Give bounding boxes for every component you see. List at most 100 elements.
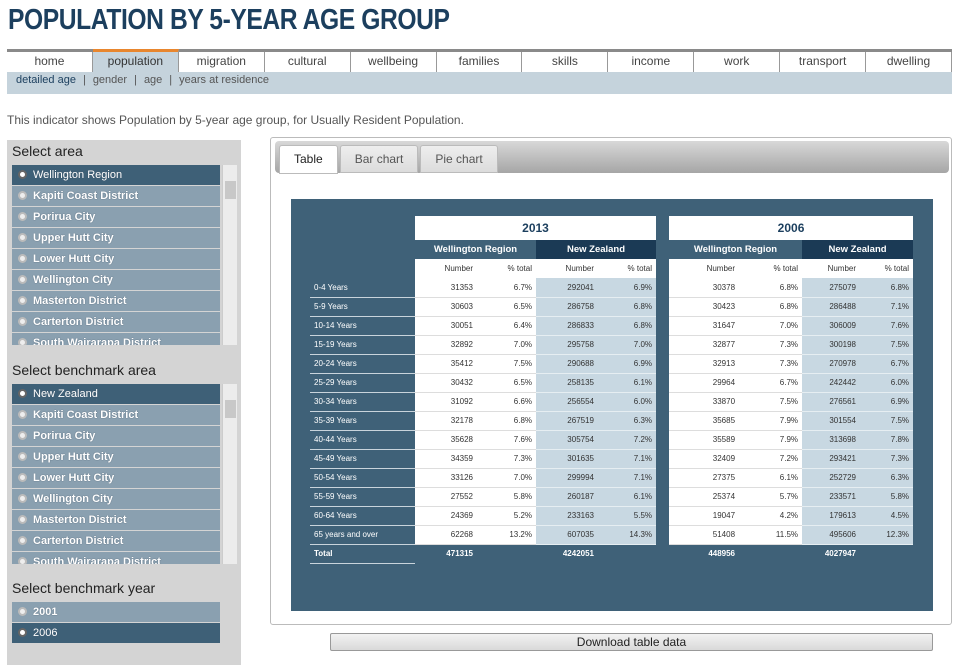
table-cell: 495606 [802,525,860,544]
radio-option[interactable]: Wellington Region [12,165,220,185]
radio-button[interactable] [18,607,27,616]
radio-button[interactable] [18,410,27,419]
table-cell: 6.0% [598,392,656,411]
year-header: 2006 [669,216,913,240]
panel-tab[interactable]: Bar chart [340,145,419,173]
radio-option[interactable]: Kapiti Coast District [12,186,220,206]
nav-tab[interactable]: population [93,49,179,72]
radio-option[interactable]: Carterton District [12,312,220,332]
radio-option[interactable]: Upper Hutt City [12,447,220,467]
nav-tab[interactable]: migration [179,52,265,72]
radio-button[interactable] [18,296,27,305]
table-cell: 7.0% [477,468,536,487]
table-cell: 32178 [415,411,477,430]
table-cell: 7.9% [739,430,802,449]
option-list: 20012006 [12,602,243,644]
radio-button[interactable] [18,494,27,503]
radio-option[interactable]: Wellington City [12,270,220,290]
radio-option[interactable]: South Wairarapa District [12,552,220,564]
radio-button[interactable] [18,628,27,637]
radio-button[interactable] [18,317,27,326]
row-label: 35-39 Years [310,411,415,430]
radio-option[interactable]: 2001 [12,602,220,622]
row-label: 20-24 Years [310,354,415,373]
radio-option[interactable]: South Wairarapa District [12,333,220,345]
scroll-thumb[interactable] [225,181,236,199]
radio-button[interactable] [18,275,27,284]
nav-tab[interactable]: cultural diveristy [265,52,351,72]
option-label: South Wairarapa District [33,337,161,345]
panel-tab[interactable]: Pie chart [420,145,497,173]
radio-button[interactable] [18,170,27,179]
separator: | [134,74,137,86]
table-cell: 7.5% [860,411,913,430]
radio-button[interactable] [18,212,27,221]
radio-option[interactable]: Lower Hutt City [12,468,220,488]
sub-tab[interactable]: years at residence [179,74,269,86]
table-cell: 6.1% [598,487,656,506]
table-cell: 6.1% [598,373,656,392]
download-button[interactable]: Download table data [330,633,933,651]
radio-button[interactable] [18,452,27,461]
scrollbar[interactable] [222,165,237,345]
row-label: 50-54 Years [310,468,415,487]
table-cell: 275079 [802,278,860,297]
table-cell: 179613 [802,506,860,525]
radio-option[interactable]: 2006 [12,623,220,643]
radio-option[interactable]: Porirua City [12,426,220,446]
total-cell: 471315 [415,544,477,563]
radio-button[interactable] [18,536,27,545]
panel-tab[interactable]: Table [279,145,338,174]
nav-tab[interactable]: work [694,52,780,72]
nav-tab[interactable]: transport [780,52,866,72]
radio-button[interactable] [18,557,27,564]
sub-tab[interactable]: age [144,74,162,86]
radio-button[interactable] [18,515,27,524]
radio-option[interactable]: Porirua City [12,207,220,227]
radio-button[interactable] [18,254,27,263]
table-cell: 6.8% [739,297,802,316]
nav-tab[interactable]: home [7,52,93,72]
radio-option[interactable]: Masterton District [12,291,220,311]
nav-tab[interactable]: families [437,52,523,72]
table-cell: 286833 [536,316,598,335]
radio-option[interactable]: New Zealand [12,384,220,404]
nav-tab[interactable]: skills [522,52,608,72]
table-cell: 267519 [536,411,598,430]
table-cell: 13.2% [477,525,536,544]
main-nav: homepopulationmigrationcultural diverist… [7,49,952,72]
sub-tab[interactable]: gender [93,74,127,86]
group-header: Wellington Region [415,240,536,259]
radio-button[interactable] [18,233,27,242]
column-header: % total [860,259,913,278]
table-cell: 62268 [415,525,477,544]
table-cell: 286758 [536,297,598,316]
table-cell: 35589 [669,430,739,449]
option-label: Carterton District [33,535,123,547]
table-cell: 299994 [536,468,598,487]
radio-button[interactable] [18,431,27,440]
scroll-thumb[interactable] [225,400,236,418]
radio-option[interactable]: Carterton District [12,531,220,551]
nav-tab[interactable]: income [608,52,694,72]
radio-option[interactable]: Masterton District [12,510,220,530]
radio-option[interactable]: Wellington City [12,489,220,509]
table-cell: 32409 [669,449,739,468]
sub-tab[interactable]: detailed age [16,74,76,86]
radio-button[interactable] [18,338,27,345]
table-cell: 30378 [669,278,739,297]
radio-button[interactable] [18,473,27,482]
radio-option[interactable]: Upper Hutt City [12,228,220,248]
table-cell: 5.5% [598,506,656,525]
blank-cell [598,544,656,563]
nav-tab[interactable]: wellbeing [351,52,437,72]
separator: | [83,74,86,86]
table-cell: 19047 [669,506,739,525]
scrollbar[interactable] [222,384,237,564]
radio-option[interactable]: Kapiti Coast District [12,405,220,425]
nav-tab[interactable]: dwelling [866,52,952,72]
radio-button[interactable] [18,389,27,398]
radio-option[interactable]: Lower Hutt City [12,249,220,269]
table-row: 5-9 Years306036.5%2867586.8%304236.8%286… [310,297,913,316]
radio-button[interactable] [18,191,27,200]
